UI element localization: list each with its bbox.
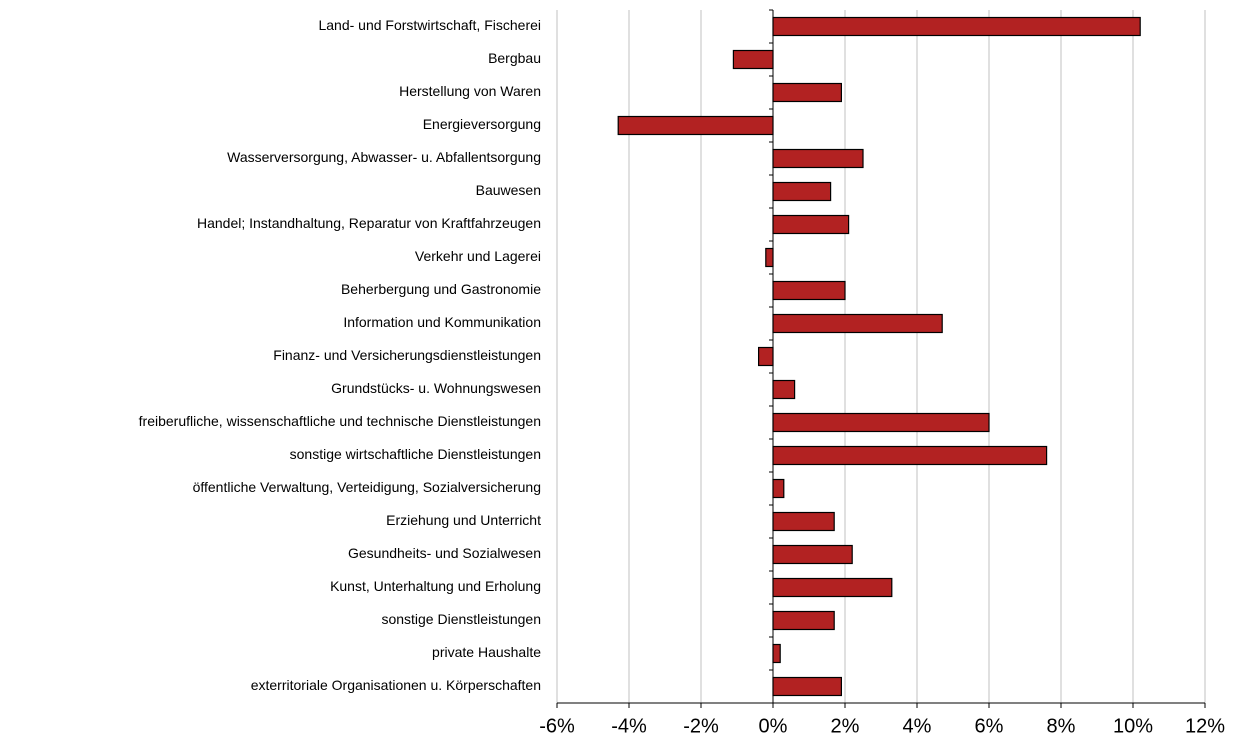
y-tick-label: Herstellung von Waren bbox=[399, 83, 541, 99]
y-tick-label: Land- und Forstwirtschaft, Fischerei bbox=[318, 17, 541, 33]
y-tick-label: Bergbau bbox=[488, 50, 541, 66]
bar bbox=[765, 247, 774, 268]
bar bbox=[732, 49, 774, 70]
x-tick-label: -2% bbox=[683, 715, 719, 737]
y-tick-label: Finanz- und Versicherungsdienstleistunge… bbox=[273, 347, 541, 363]
bar bbox=[772, 214, 850, 235]
bar bbox=[772, 313, 943, 334]
y-tick-label: Grundstücks- u. Wohnungswesen bbox=[331, 380, 541, 396]
y-tick-label: private Haushalte bbox=[432, 644, 541, 660]
y-tick-label: sonstige wirtschaftliche Dienstleistunge… bbox=[290, 446, 541, 462]
bar bbox=[617, 115, 774, 136]
y-tick-label: Erziehung und Unterricht bbox=[386, 512, 541, 528]
y-tick-label: öffentliche Verwaltung, Verteidigung, So… bbox=[193, 479, 541, 495]
bar bbox=[772, 643, 781, 664]
x-tick-label: 0% bbox=[759, 715, 788, 737]
y-tick-label: sonstige Dienstleistungen bbox=[381, 611, 541, 627]
bar bbox=[757, 346, 774, 367]
y-tick-label: Bauwesen bbox=[476, 182, 541, 198]
bar bbox=[772, 280, 846, 301]
x-tick-label: 6% bbox=[975, 715, 1004, 737]
bar bbox=[772, 577, 893, 598]
x-tick-label: -4% bbox=[611, 715, 647, 737]
x-tick-label: 12% bbox=[1185, 715, 1225, 737]
x-tick-label: 10% bbox=[1113, 715, 1153, 737]
bar bbox=[772, 511, 835, 532]
bar bbox=[772, 478, 785, 499]
y-tick-label: Verkehr und Lagerei bbox=[415, 248, 541, 264]
y-tick-label: Gesundheits- und Sozialwesen bbox=[348, 545, 541, 561]
bar bbox=[772, 412, 990, 433]
bar bbox=[772, 148, 864, 169]
x-tick-label: 8% bbox=[1047, 715, 1076, 737]
bar bbox=[772, 544, 853, 565]
x-tick-label: -6% bbox=[539, 715, 575, 737]
bar bbox=[772, 610, 835, 631]
y-tick-label: Beherbergung und Gastronomie bbox=[341, 281, 541, 297]
x-tick-label: 2% bbox=[831, 715, 860, 737]
y-tick-label: Wasserversorgung, Abwasser- u. Abfallent… bbox=[227, 149, 541, 165]
bar bbox=[772, 676, 843, 697]
bar bbox=[772, 445, 1048, 466]
y-tick-label: freiberufliche, wissenschaftliche und te… bbox=[139, 413, 541, 429]
y-tick-label: Handel; Instandhaltung, Reparatur von Kr… bbox=[197, 215, 541, 231]
x-tick-label: 4% bbox=[903, 715, 932, 737]
bar bbox=[772, 181, 832, 202]
bar bbox=[772, 82, 843, 103]
y-tick-label: Information und Kommunikation bbox=[343, 314, 541, 330]
y-tick-label: Kunst, Unterhaltung und Erholung bbox=[330, 578, 541, 594]
bar bbox=[772, 379, 796, 400]
y-tick-label: exterritoriale Organisationen u. Körpers… bbox=[251, 677, 541, 693]
bar bbox=[772, 16, 1141, 37]
y-tick-label: Energieversorgung bbox=[423, 116, 541, 132]
